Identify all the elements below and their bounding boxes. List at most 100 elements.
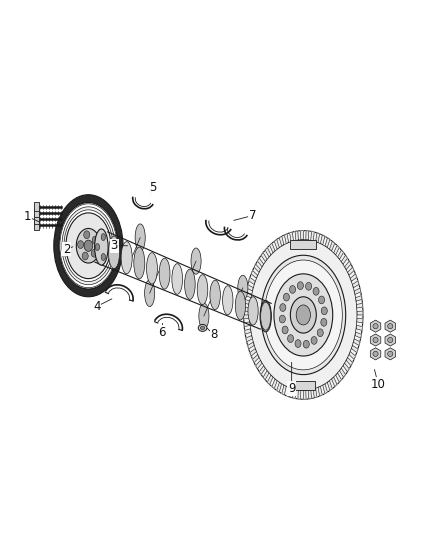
Polygon shape (277, 382, 282, 392)
Ellipse shape (109, 236, 120, 269)
Ellipse shape (92, 236, 98, 244)
Text: 4: 4 (93, 300, 101, 313)
Polygon shape (355, 332, 361, 338)
Ellipse shape (95, 244, 99, 251)
Polygon shape (272, 379, 277, 389)
Ellipse shape (303, 341, 309, 348)
Polygon shape (244, 322, 250, 327)
Ellipse shape (282, 326, 288, 334)
Polygon shape (295, 231, 298, 240)
Polygon shape (311, 231, 314, 241)
Ellipse shape (297, 282, 304, 289)
Ellipse shape (238, 275, 248, 301)
Polygon shape (318, 386, 322, 396)
Ellipse shape (288, 335, 293, 342)
Polygon shape (356, 296, 362, 301)
Polygon shape (253, 354, 259, 362)
Polygon shape (370, 334, 381, 346)
Polygon shape (332, 377, 337, 386)
Text: 9: 9 (288, 382, 295, 395)
Polygon shape (338, 250, 343, 260)
Ellipse shape (101, 233, 106, 240)
Polygon shape (304, 390, 306, 399)
Ellipse shape (313, 287, 319, 295)
Polygon shape (306, 231, 309, 240)
Polygon shape (348, 267, 354, 276)
Text: 2: 2 (63, 243, 71, 256)
Ellipse shape (261, 255, 346, 375)
Ellipse shape (201, 326, 205, 329)
Polygon shape (274, 239, 279, 249)
Polygon shape (357, 311, 363, 315)
Ellipse shape (321, 318, 327, 326)
Polygon shape (256, 360, 262, 369)
Ellipse shape (295, 340, 301, 348)
Polygon shape (244, 300, 251, 304)
Polygon shape (356, 325, 362, 330)
FancyBboxPatch shape (34, 203, 39, 211)
Polygon shape (346, 358, 353, 366)
Polygon shape (298, 390, 301, 399)
Polygon shape (370, 320, 381, 332)
Ellipse shape (388, 351, 393, 357)
Polygon shape (245, 329, 251, 334)
Polygon shape (385, 334, 396, 346)
Ellipse shape (82, 252, 88, 260)
Ellipse shape (318, 296, 325, 304)
FancyBboxPatch shape (34, 221, 39, 230)
Ellipse shape (145, 280, 155, 306)
Ellipse shape (54, 195, 123, 297)
Polygon shape (244, 307, 250, 311)
Ellipse shape (296, 305, 311, 325)
Polygon shape (300, 231, 304, 240)
Ellipse shape (279, 315, 286, 323)
Ellipse shape (265, 260, 343, 370)
Polygon shape (246, 336, 252, 342)
Polygon shape (279, 236, 284, 246)
Polygon shape (385, 348, 396, 360)
Ellipse shape (235, 291, 246, 320)
Ellipse shape (59, 203, 118, 289)
Polygon shape (263, 370, 269, 380)
Polygon shape (267, 375, 273, 384)
Polygon shape (282, 385, 286, 395)
Polygon shape (270, 243, 275, 253)
Polygon shape (287, 387, 291, 397)
Text: 8: 8 (210, 328, 218, 341)
Polygon shape (247, 342, 254, 349)
Polygon shape (316, 233, 320, 243)
Ellipse shape (260, 301, 271, 332)
Ellipse shape (84, 231, 90, 239)
Ellipse shape (373, 351, 378, 357)
Ellipse shape (274, 274, 333, 356)
Ellipse shape (290, 297, 316, 333)
Ellipse shape (223, 286, 233, 315)
Ellipse shape (199, 303, 209, 329)
Text: 7: 7 (249, 209, 257, 222)
Polygon shape (343, 363, 349, 372)
Ellipse shape (91, 249, 97, 257)
FancyBboxPatch shape (34, 209, 39, 217)
Polygon shape (351, 345, 358, 352)
Polygon shape (313, 388, 317, 398)
Text: 3: 3 (111, 239, 118, 252)
Polygon shape (345, 261, 351, 270)
Polygon shape (308, 390, 311, 399)
Polygon shape (290, 240, 316, 249)
Polygon shape (323, 384, 328, 393)
Polygon shape (334, 245, 339, 255)
Ellipse shape (146, 253, 157, 284)
Ellipse shape (172, 264, 183, 294)
Polygon shape (261, 253, 267, 262)
Ellipse shape (60, 204, 117, 288)
Ellipse shape (244, 231, 363, 399)
Ellipse shape (321, 307, 327, 314)
Ellipse shape (198, 325, 207, 332)
Ellipse shape (62, 207, 115, 285)
FancyBboxPatch shape (34, 215, 39, 223)
Ellipse shape (66, 213, 111, 279)
Polygon shape (247, 285, 253, 291)
Polygon shape (336, 373, 342, 382)
Polygon shape (265, 248, 271, 257)
Polygon shape (291, 381, 315, 390)
